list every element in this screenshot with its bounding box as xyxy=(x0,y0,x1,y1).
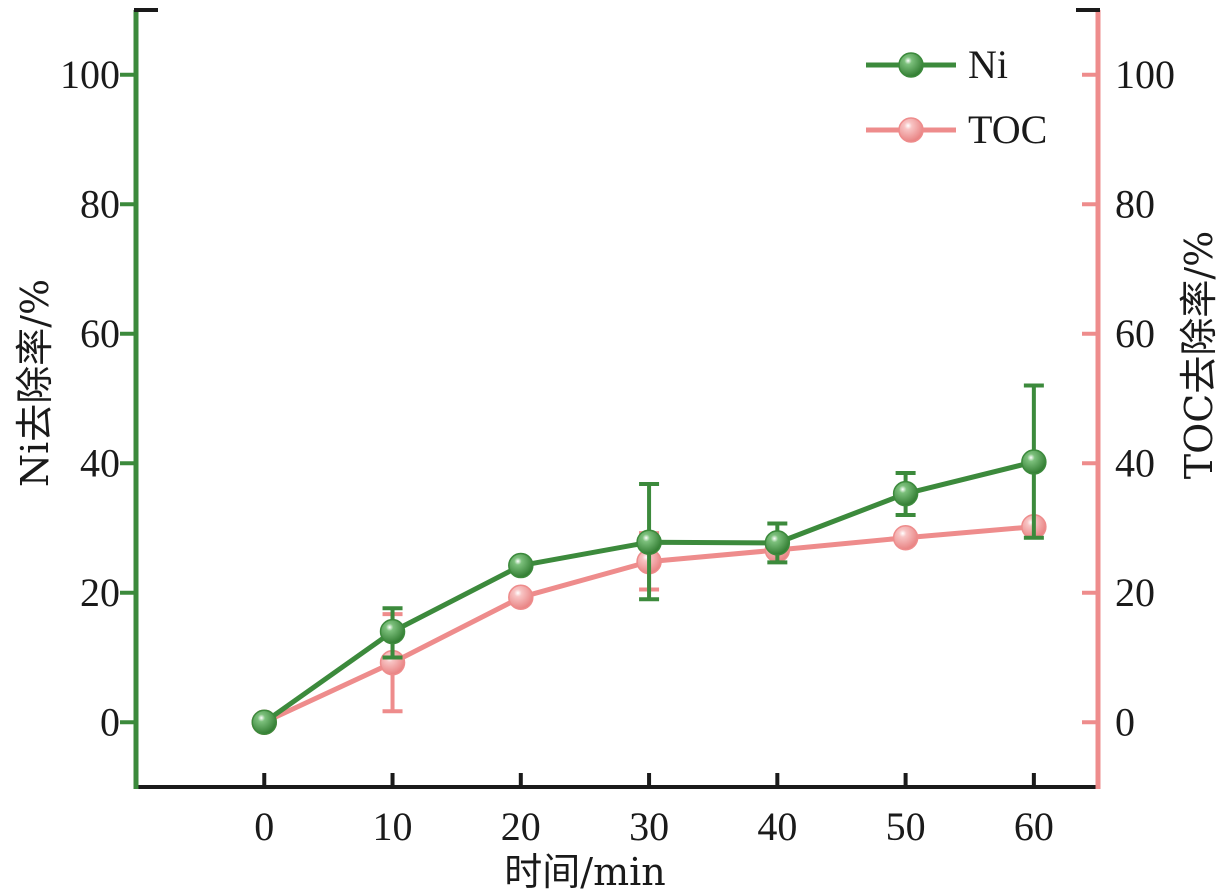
y-tick-label-right: 0 xyxy=(1115,699,1135,744)
x-tick-label: 60 xyxy=(1014,804,1054,849)
x-tick-label: 0 xyxy=(254,804,274,849)
axes: 0 10 20 30 40 50 60 0 0 20 20 40 40 60 60 80 80 100 100 xyxy=(60,8,1175,849)
x-tick-label: 50 xyxy=(886,804,926,849)
x-tick-label: 30 xyxy=(629,804,669,849)
legend-label: TOC xyxy=(968,107,1047,152)
series-layer xyxy=(251,383,1047,735)
y-tick-label-right: 20 xyxy=(1115,570,1155,615)
y-tick-label-left: 60 xyxy=(80,311,120,356)
y-tick-label-left: 40 xyxy=(80,440,120,485)
data-point xyxy=(508,552,534,579)
data-point xyxy=(379,618,406,645)
legend-item-ni: Ni xyxy=(866,42,1008,87)
data-point xyxy=(892,524,919,551)
y-tick-label-right: 60 xyxy=(1115,311,1155,356)
data-point xyxy=(251,709,278,735)
data-point xyxy=(636,529,662,555)
legend-marker xyxy=(898,52,924,78)
data-point xyxy=(1021,449,1047,475)
y-tick-label-right: 40 xyxy=(1115,440,1155,485)
data-point xyxy=(892,480,919,507)
y-tick-label-left: 0 xyxy=(100,699,120,744)
y-axis-title-left: Ni去除率/% xyxy=(13,279,57,487)
x-axis-title: 时间/min xyxy=(504,850,665,893)
y-tick-label-left: 100 xyxy=(60,52,120,97)
data-point xyxy=(764,530,791,556)
y-axis-title-right: TOC去除率/% xyxy=(1177,231,1221,480)
y-tick-label-left: 80 xyxy=(80,181,120,226)
legend-marker xyxy=(898,117,924,143)
legend: Ni TOC xyxy=(866,42,1047,152)
series-ni xyxy=(251,383,1047,735)
y-tick-label-left: 20 xyxy=(80,570,120,615)
x-tick-label: 40 xyxy=(757,804,797,849)
x-tick-label: 10 xyxy=(373,804,413,849)
y-tick-label-right: 100 xyxy=(1115,52,1175,97)
data-point xyxy=(508,584,534,611)
legend-label: Ni xyxy=(968,42,1008,87)
legend-item-toc: TOC xyxy=(866,107,1047,152)
y-tick-label-right: 80 xyxy=(1115,181,1155,226)
x-tick-label: 20 xyxy=(501,804,541,849)
